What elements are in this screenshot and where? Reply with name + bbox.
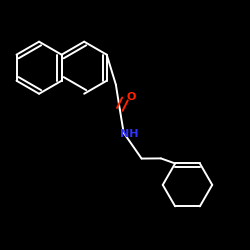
Text: NH: NH [120, 129, 139, 139]
Text: O: O [126, 92, 136, 102]
